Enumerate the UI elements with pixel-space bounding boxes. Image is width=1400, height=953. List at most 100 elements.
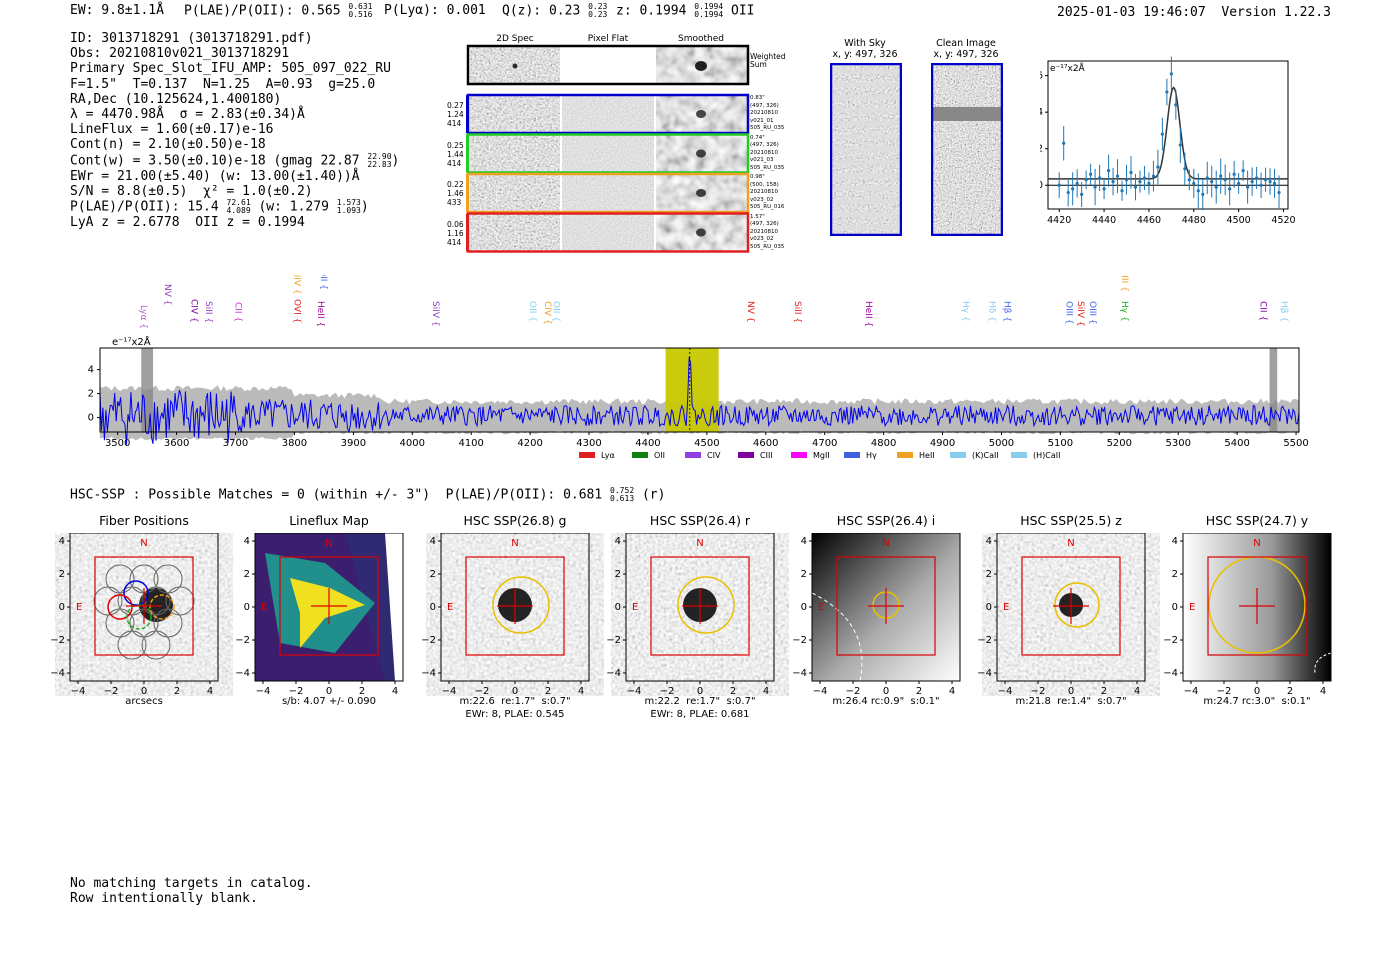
hsc-x-tick-label: 4 (949, 686, 955, 697)
zoom-data-point (1142, 176, 1147, 180)
hsc-y-tick-label: −2 (50, 635, 65, 646)
cutout-source-blob (696, 110, 706, 118)
hsc-x-tick-label: 4 (1320, 686, 1326, 697)
fiber-blue (123, 580, 149, 606)
search-box (94, 556, 194, 656)
info-line: λ = 4470.98Å σ = 2.83(±0.34)Å (70, 107, 305, 123)
cutout-row-info-line: v023_02 (750, 196, 774, 203)
hsc-panel-title: HSC SSP(26.4) i (836, 513, 936, 528)
hsc-panel-title: HSC SSP(24.7) y (1205, 513, 1309, 528)
hsc-panel-title: HSC SSP(26.4) r (649, 513, 751, 528)
hsc-y-tick-label: 4 (59, 536, 65, 547)
cutout-row-info-line: 505_RU_035 (750, 164, 785, 171)
hsc-x-tick-label: 0 (1068, 686, 1074, 697)
hsc-panel-caption: s/b: 4.07 +/- 0.090 (281, 696, 377, 707)
zoom-data-point (1133, 185, 1138, 189)
cutout-row-info-line: 505_RU_035 (750, 125, 785, 131)
zoom-x-tick-label: 4440 (1092, 215, 1116, 226)
hsc-x-tick-label: −2 (1031, 686, 1046, 697)
cutout-row-stat: 1.24 (447, 110, 464, 119)
hsc-y-tick-label: 0 (244, 602, 250, 613)
cutout-row-info: 0.98" (500, 158) 20210810 v023_02 505_RU_016 (750, 174, 784, 212)
zoom-y-tick-label: 0 (1040, 180, 1043, 191)
zoom-data-point (1259, 183, 1263, 187)
north-label: N (511, 538, 518, 549)
spectrum-x-tick-label: 5500 (1283, 438, 1308, 449)
spectrum-line-label: NV { (745, 301, 755, 322)
cutout-divider (654, 213, 656, 252)
zoom-data-point (1178, 143, 1182, 147)
spectrum-line-label: OII { (527, 301, 537, 322)
clean-image (931, 63, 1003, 236)
hsc-y-tick-label: −4 (235, 668, 250, 679)
col-smoothed: Smoothed (678, 34, 724, 44)
sky-line-stripe (830, 69, 902, 74)
hsc-x-tick-label: 2 (545, 686, 551, 697)
spectrum-line-label: Hγ { (1119, 301, 1129, 322)
zoom-data-point (1187, 178, 1191, 182)
cutout-row-stat: 0.27 (447, 101, 464, 110)
zoom-data-point (1102, 187, 1106, 191)
sky-line-stripe (830, 134, 902, 139)
spectrum-line-label: CIV { (188, 299, 198, 323)
spectrum-line-label: CII { (233, 302, 243, 322)
search-box (1207, 556, 1307, 656)
spectrum-legend-label: (H)CaII (1033, 451, 1060, 460)
cutout-row-info-line: 505_RU_035 (750, 243, 785, 250)
north-label: N (325, 538, 332, 549)
zoom-data-point (1151, 174, 1156, 178)
spectrum-x-tick-label: 3900 (341, 438, 366, 449)
zoom-data-point (1165, 90, 1169, 94)
cutout-row-marker (466, 134, 469, 173)
zoom-data-point (1071, 187, 1075, 191)
zoom-data-point (1156, 165, 1160, 169)
info-line: Obs: 20210810v021_3013718291 (70, 46, 290, 62)
spectrum-line-label: NV { (162, 284, 172, 305)
col-pixel-flat: Pixel Flat (587, 34, 629, 44)
zoom-data-point (1075, 181, 1079, 186)
hsc-y-tick-label: −4 (1163, 668, 1178, 679)
sky-line-stripe (830, 95, 902, 100)
hsc-x-tick-label: 2 (359, 686, 365, 697)
hsc-panel-caption: m:21.8 re:1.4" s:0.7" (1015, 696, 1127, 707)
with-sky-title: With Sky x, y: 497, 326 (825, 38, 905, 60)
search-box (1021, 556, 1121, 656)
spectrum-legend-label: CIV (707, 451, 721, 460)
hsc-x-tick-label: −2 (660, 686, 675, 697)
cutout-row-info: 0.74" (497, 326) 20210810 v021_03 505_RU_035 (750, 135, 784, 173)
spectrum-flux-line (99, 356, 1300, 445)
cutout-divider (560, 213, 562, 252)
cutout-pixel-flat (562, 134, 654, 173)
spectrum-x-tick-label: 3600 (164, 438, 189, 449)
zoom-x-tick-label: 4480 (1182, 215, 1206, 226)
hsc-panel-image: N E −4 4 −2 2 0 0 2 −2 4 −4 (235, 533, 404, 697)
hsc-panel-image: N E −4 4 −2 2 0 0 2 −2 4 −4 (606, 533, 775, 697)
zoom-data-point (1115, 174, 1120, 178)
spectrum-frame (99, 347, 1300, 433)
zoom-data-point (1062, 141, 1066, 145)
info-line: F=1.5" T=0.137 N=1.25 A=0.93 g=25.0 (70, 76, 376, 92)
search-box (279, 556, 379, 656)
hsc-x-tick-label: 2 (730, 686, 736, 697)
info-line-plae: P(LAE)/P(OII): 15.4 72.61 4.089 (w: 1.279… (70, 198, 369, 216)
cutout-divider (560, 134, 562, 173)
sky-line-stripe (830, 186, 902, 191)
cutout-row-stats: 0.06 1.16 414 (447, 220, 464, 247)
info-line: Primary Spec_Slot_IFU_AMP: 505_097_022_R… (70, 61, 391, 77)
spectrum-legend-swatch (738, 452, 755, 458)
spectrum-x-tick-label: 4600 (753, 438, 778, 449)
spectrum-x-tick-label: 4800 (871, 438, 896, 449)
spectrum-line-label: SiII { (792, 301, 802, 323)
with-sky-image (830, 63, 902, 236)
zoom-data-point (1147, 181, 1151, 186)
hsc-panel-caption: m:22.6 re:1.7" s:0.7" (459, 696, 571, 707)
spectrum-legend-label: Hγ (866, 451, 877, 460)
info-line: Cont(n) = 2.10(±0.50)e-18 (70, 137, 266, 153)
spectrum-y-tick-label: 2 (88, 389, 94, 400)
hsc-y-tick-label: 2 (59, 569, 65, 580)
spectrum-legend-label: (K)CaII (972, 451, 999, 460)
hsc-y-tick-label: 0 (615, 602, 621, 613)
spectrum-x-tick-label: 4100 (458, 438, 483, 449)
cutout-source-blob (696, 189, 706, 197)
header-ew: EW: 9.8±1.1Å (70, 3, 164, 18)
